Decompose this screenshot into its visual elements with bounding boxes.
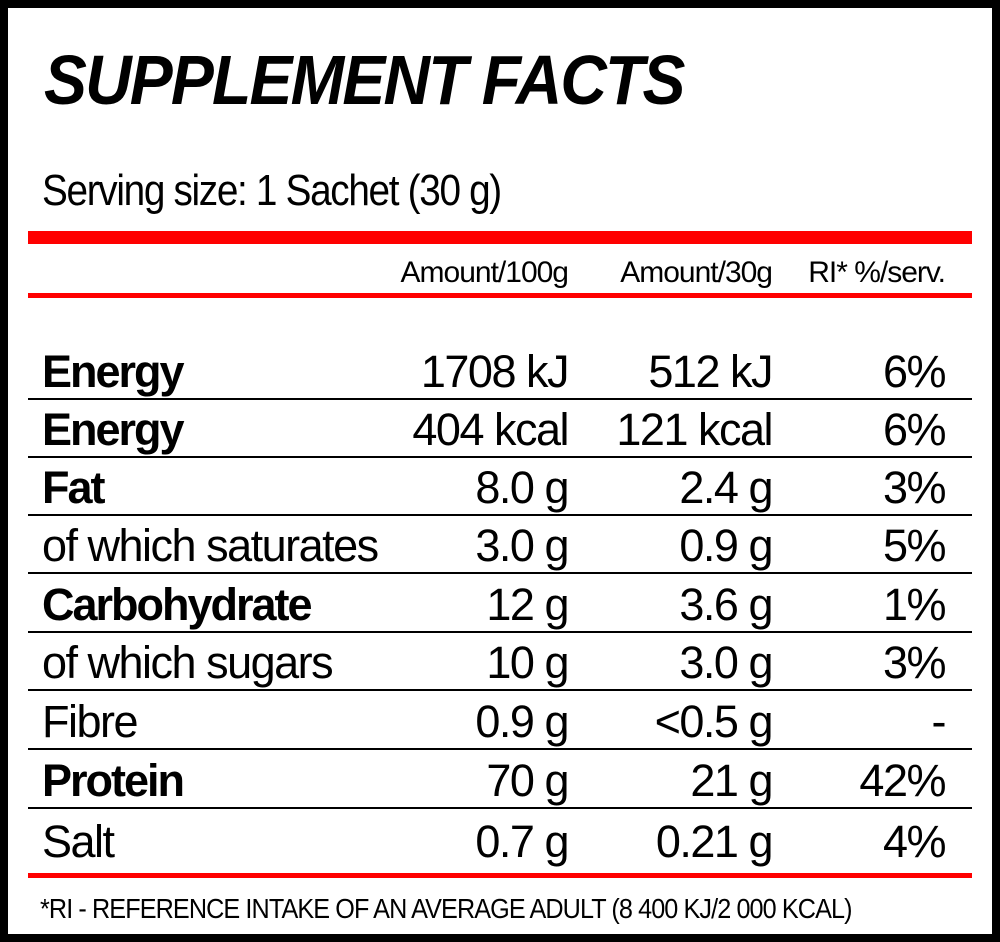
ri-percent: 5%: [882, 520, 947, 571]
nutrient-label: Fat: [42, 462, 105, 513]
nutrient-row: of which saturates 3.0 g 0.9 g 5%: [28, 516, 972, 574]
nutrient-row: Energy 1708 kJ 512 kJ 6%: [28, 342, 972, 400]
ri-percent: 4%: [882, 816, 947, 867]
nutrient-row: of which sugars 10 g 3.0 g 3%: [28, 633, 972, 691]
amount-per-100g: 0.7 g: [475, 816, 569, 867]
footnote: *RI - REFERENCE INTAKE OF AN AVERAGE ADU…: [40, 893, 853, 924]
nutrient-label: Energy: [42, 404, 185, 455]
header-amount-30g: Amount/30g: [620, 256, 773, 289]
ri-percent: 1%: [882, 579, 947, 630]
header-ri: RI* %/serv.: [808, 256, 946, 289]
ri-percent: 6%: [882, 404, 947, 455]
nutrient-label: Protein: [42, 755, 185, 806]
amount-per-100g: 3.0 g: [475, 520, 569, 571]
amount-per-serving: 21 g: [690, 755, 773, 806]
amount-per-100g: 404 kcal: [412, 404, 569, 455]
amount-per-100g: 8.0 g: [475, 462, 569, 513]
title: SUPPLEMENT FACTS: [44, 41, 685, 119]
ri-percent: 3%: [882, 462, 947, 513]
amount-per-serving: 512 kJ: [648, 346, 773, 397]
serving-size: Serving size: 1 Sachet (30 g): [42, 166, 502, 215]
amount-per-100g: 1708 kJ: [420, 346, 570, 397]
amount-per-serving: 0.21 g: [655, 816, 774, 867]
ri-percent: 42%: [859, 755, 946, 806]
amount-per-serving: 3.0 g: [679, 637, 773, 688]
amount-per-serving: 121 kcal: [616, 404, 773, 455]
divider-red: [28, 293, 972, 298]
nutrient-label: Salt: [42, 816, 115, 867]
amount-per-100g: 12 g: [486, 579, 569, 630]
amount-per-serving: 3.6 g: [679, 579, 773, 630]
nutrient-row: Salt 0.7 g 0.21 g 4%: [28, 810, 972, 868]
ri-percent: 3%: [882, 637, 947, 688]
divider-red-bottom: [28, 873, 972, 878]
nutrient-label: of which saturates: [42, 520, 379, 571]
amount-per-100g: 70 g: [486, 755, 569, 806]
amount-per-serving: 0.9 g: [679, 520, 773, 571]
amount-per-100g: 10 g: [486, 637, 569, 688]
nutrient-row: Protein 70 g 21 g 42%: [28, 751, 972, 809]
amount-per-serving: 2.4 g: [679, 462, 773, 513]
header-amount-100g: Amount/100g: [400, 256, 569, 289]
nutrient-label: Carbohydrate: [42, 579, 313, 630]
amount-per-100g: 0.9 g: [475, 696, 569, 747]
nutrient-label: of which sugars: [42, 637, 334, 688]
amount-per-serving: <0.5 g: [654, 696, 774, 747]
nutrient-label: Fibre: [42, 696, 139, 747]
divider-red-thick: [28, 231, 972, 244]
nutrient-row: Fibre 0.9 g <0.5 g -: [28, 692, 972, 750]
nutrient-label: Energy: [42, 346, 185, 397]
ri-percent: 6%: [882, 346, 947, 397]
nutrient-row: Energy 404 kcal 121 kcal 6%: [28, 400, 972, 458]
nutrient-row: Carbohydrate 12 g 3.6 g 1%: [28, 575, 972, 633]
nutrient-row: Fat 8.0 g 2.4 g 3%: [28, 458, 972, 516]
ri-percent: -: [931, 696, 947, 747]
